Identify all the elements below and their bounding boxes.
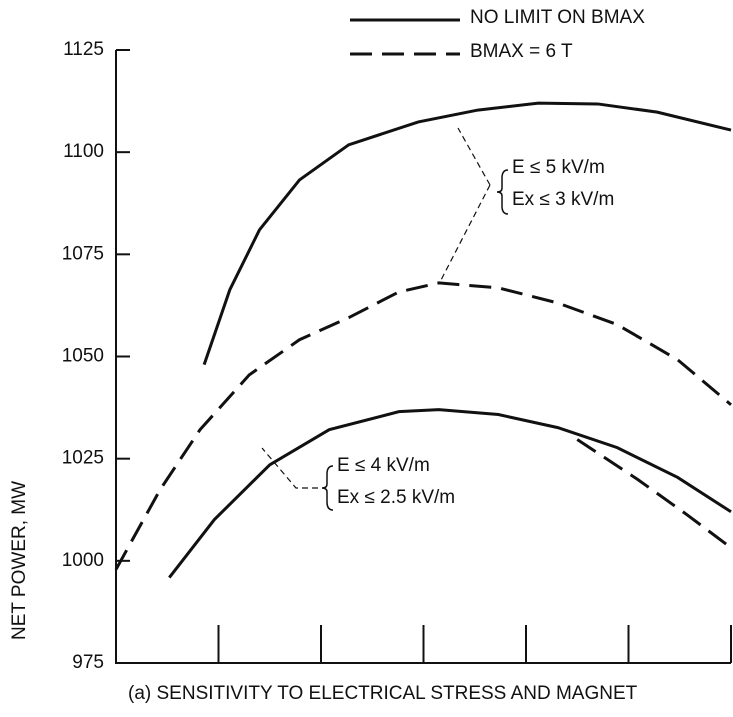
series-line xyxy=(114,281,732,571)
series-line xyxy=(202,101,732,366)
annotation: Ex ≤ 2.5 kV/m xyxy=(337,487,455,508)
series-line xyxy=(576,438,732,549)
legend-label: NO LIMIT ON BMAX xyxy=(470,7,645,28)
y-tick-label: 1025 xyxy=(62,448,104,469)
caption: (a) SENSITIVITY TO ELECTRICAL STRESS AND… xyxy=(128,683,638,704)
y-axis-label: NET POWER, MW xyxy=(9,481,30,640)
y-tick-label: 1125 xyxy=(63,39,104,60)
y-tick-label: 1075 xyxy=(62,243,104,264)
y-tick-label: 1100 xyxy=(63,141,104,162)
leader-line xyxy=(439,127,491,283)
series-line xyxy=(168,408,732,579)
legend-label: BMAX = 6 T xyxy=(470,41,573,62)
brace xyxy=(321,465,334,511)
annotation: Ex ≤ 3 kV/m xyxy=(512,189,614,210)
y-tick-label: 975 xyxy=(72,652,104,673)
annotation: E ≤ 5 kV/m xyxy=(512,157,605,178)
y-tick-label: 1050 xyxy=(62,346,104,367)
annotation: E ≤ 4 kV/m xyxy=(337,455,430,476)
brace xyxy=(496,169,509,215)
y-tick-label: 1000 xyxy=(62,550,104,571)
leader-line xyxy=(261,447,318,489)
